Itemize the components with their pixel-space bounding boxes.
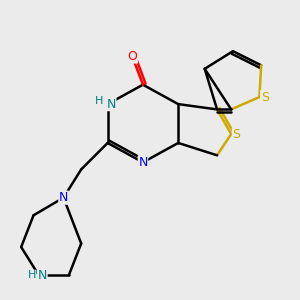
Text: N: N	[38, 269, 47, 282]
Text: N: N	[138, 156, 148, 169]
Text: H: H	[28, 270, 36, 280]
Text: S: S	[261, 91, 269, 103]
Text: N: N	[106, 98, 116, 111]
Text: H: H	[94, 96, 103, 106]
Text: S: S	[232, 128, 241, 141]
Text: N: N	[59, 191, 68, 204]
Text: O: O	[128, 50, 137, 63]
